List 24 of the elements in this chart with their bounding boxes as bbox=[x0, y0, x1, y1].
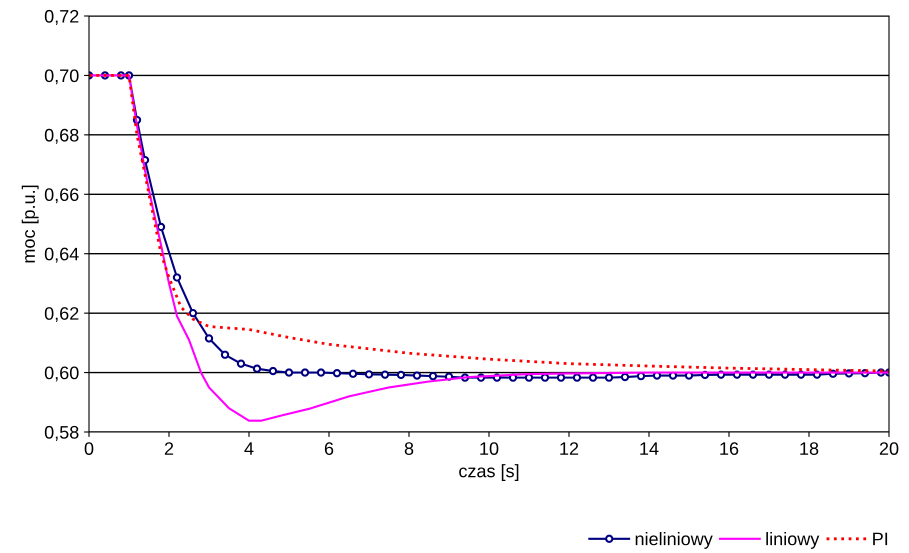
y-tick-label: 0,62 bbox=[44, 307, 78, 322]
x-tick-label: 20 bbox=[880, 442, 898, 455]
y-axis-title: moc [p.u.] bbox=[22, 186, 39, 262]
x-tick-label: 6 bbox=[324, 442, 334, 455]
x-tick-label: 14 bbox=[640, 442, 659, 455]
x-tick-label: 10 bbox=[480, 442, 498, 455]
x-tick-label: 2 bbox=[164, 442, 174, 455]
x-tick-label: 0 bbox=[84, 442, 94, 455]
x-axis-title: czas [s] bbox=[459, 464, 518, 481]
y-tick-label: 0,70 bbox=[44, 69, 79, 84]
y-tick-label: 0,66 bbox=[44, 188, 78, 204]
y-tick-label: 0,58 bbox=[44, 426, 78, 441]
x-tick-label: 16 bbox=[720, 442, 738, 455]
x-tick-label: 4 bbox=[244, 442, 254, 455]
legend-label: PI bbox=[873, 532, 888, 546]
y-tick-label: 0,68 bbox=[44, 128, 78, 144]
x-tick-label: 18 bbox=[800, 442, 818, 455]
y-tick-label: 0,60 bbox=[44, 366, 79, 382]
x-tick-label: 12 bbox=[560, 442, 578, 455]
y-tick-label: 0,72 bbox=[44, 10, 78, 25]
legend-label: nieliniowy bbox=[636, 532, 713, 549]
x-tick-label: 8 bbox=[404, 442, 414, 455]
y-tick-label: 0,64 bbox=[44, 248, 79, 263]
legend-label: liniowy bbox=[766, 532, 820, 549]
